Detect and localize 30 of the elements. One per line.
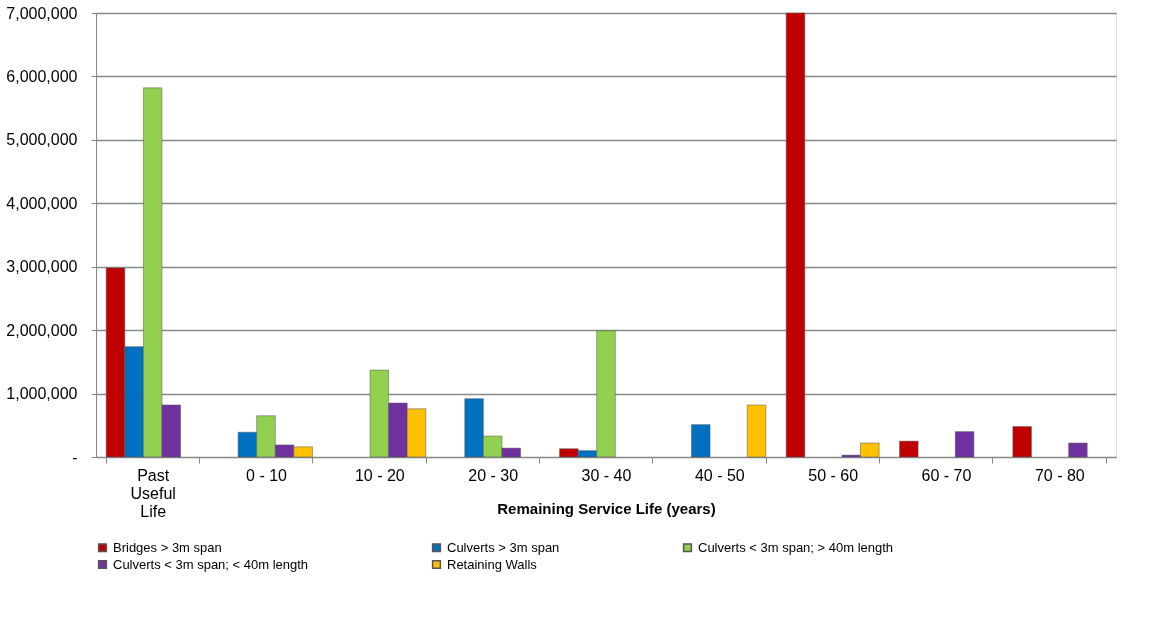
- x-tick-label: 20 - 30: [468, 466, 519, 484]
- y-tick-label: -: [72, 448, 78, 466]
- y-tick-label: 1,000,000: [6, 385, 78, 403]
- bar: [746, 404, 767, 458]
- x-tick-label: 0 - 10: [246, 466, 288, 484]
- bar: [785, 12, 806, 458]
- bar: [899, 440, 919, 458]
- legend-label: Culverts < 3m span; < 40m length: [113, 556, 309, 572]
- bar: [691, 424, 711, 458]
- x-axis-title: Remaining Service Life (years): [497, 499, 716, 517]
- legend-label: Culverts < 3m span; > 40m length: [698, 539, 894, 555]
- bar: [955, 431, 975, 458]
- y-tick-label: 4,000,000: [6, 194, 78, 212]
- x-tick-label: 50 - 60: [808, 466, 859, 484]
- y-tick-label: 5,000,000: [6, 131, 78, 149]
- legend-label: Culverts > 3m span: [447, 539, 560, 555]
- bar: [1068, 442, 1088, 458]
- x-tick-label: 10 - 20: [354, 466, 405, 484]
- x-tick-label: 70 - 80: [1034, 466, 1085, 484]
- y-tick-label: 2,000,000: [6, 321, 78, 339]
- x-tick-label: 60 - 70: [921, 466, 972, 484]
- legend-label: Bridges > 3m span: [113, 539, 222, 555]
- x-tick-label: 30 - 40: [581, 466, 632, 484]
- y-tick-label: 3,000,000: [6, 258, 78, 276]
- legend-label: Retaining Walls: [447, 556, 538, 572]
- y-tick-label: 6,000,000: [6, 67, 78, 85]
- x-tick-label: Past Useful Life: [130, 466, 176, 520]
- bar: [1012, 426, 1032, 458]
- x-tick-label: 40 - 50: [694, 466, 745, 484]
- y-tick-label: 7,000,000: [6, 4, 78, 22]
